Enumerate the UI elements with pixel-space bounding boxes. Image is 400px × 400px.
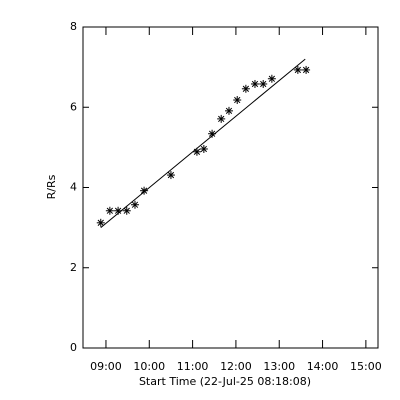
x-tick-label: 15:00 xyxy=(350,360,382,373)
asterisk-stroke xyxy=(260,80,267,88)
asterisk-stroke xyxy=(140,187,148,194)
asterisk-point xyxy=(241,84,250,93)
y-tick-label: 0 xyxy=(70,341,77,354)
asterisk-point xyxy=(302,65,311,74)
y-tick-label: 6 xyxy=(70,100,77,113)
asterisk-point xyxy=(122,206,131,215)
asterisk-stroke xyxy=(131,201,139,208)
asterisk-stroke xyxy=(251,80,259,88)
asterisk-stroke xyxy=(234,96,241,104)
asterisk-point xyxy=(199,144,208,153)
plot-frame xyxy=(82,26,379,349)
x-tick-label: 10:00 xyxy=(133,360,165,373)
asterisk-point xyxy=(217,114,226,123)
asterisk-stroke xyxy=(123,207,130,214)
asterisk-point xyxy=(105,206,114,215)
fit-line xyxy=(100,58,306,229)
x-tick-label: 14:00 xyxy=(307,360,339,373)
asterisk-point xyxy=(267,74,276,83)
asterisk-point xyxy=(130,200,139,209)
asterisk-stroke xyxy=(218,115,225,123)
asterisk-point xyxy=(250,79,259,88)
asterisk-point xyxy=(233,96,242,105)
asterisk-stroke xyxy=(302,66,310,74)
x-tick-label: 09:00 xyxy=(90,360,122,373)
asterisk-point xyxy=(259,79,268,88)
asterisk-stroke xyxy=(114,207,122,214)
x-tick-label: 13:00 xyxy=(263,360,295,373)
asterisk-stroke xyxy=(294,66,302,74)
asterisk-stroke xyxy=(106,207,114,214)
asterisk-point xyxy=(166,171,175,180)
asterisk-point xyxy=(224,106,233,115)
asterisk-point xyxy=(293,65,302,74)
asterisk-stroke xyxy=(167,171,175,179)
asterisk-point xyxy=(96,218,105,227)
x-tick-label: 12:00 xyxy=(220,360,252,373)
asterisk-stroke xyxy=(225,107,233,115)
y-axis-label: R/Rs xyxy=(45,174,58,199)
y-tick-label: 8 xyxy=(70,20,77,33)
x-tick-label: 11:00 xyxy=(177,360,209,373)
y-tick-label: 2 xyxy=(70,261,77,274)
asterisk-stroke xyxy=(97,219,104,226)
asterisk-stroke xyxy=(208,130,216,137)
asterisk-stroke xyxy=(193,148,201,155)
y-tick-label: 4 xyxy=(70,181,77,194)
asterisk-point xyxy=(140,186,149,195)
x-axis-label: Start Time (22-Jul-25 08:18:08) xyxy=(139,375,311,388)
asterisk-stroke xyxy=(242,85,250,92)
asterisk-stroke xyxy=(200,145,208,153)
asterisk-stroke xyxy=(268,75,276,82)
